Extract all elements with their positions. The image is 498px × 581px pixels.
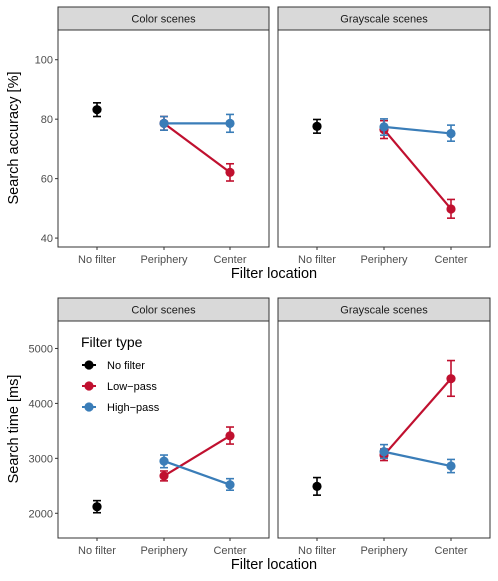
data-point bbox=[379, 447, 389, 457]
panel-border bbox=[277, 320, 491, 539]
legend-title: Filter type bbox=[81, 334, 143, 350]
data-point bbox=[312, 121, 322, 131]
x-tick-label: Periphery bbox=[360, 254, 408, 266]
legend-label: Low−pass bbox=[107, 381, 157, 393]
series-line bbox=[163, 122, 231, 174]
x-tick-label: No filter bbox=[298, 254, 336, 266]
x-tick-label: Center bbox=[213, 545, 246, 557]
series-line bbox=[383, 377, 452, 456]
legend-key-point bbox=[84, 360, 94, 370]
data-point bbox=[159, 118, 169, 128]
series-line bbox=[383, 128, 452, 210]
x-tick-label: Periphery bbox=[140, 254, 188, 266]
y-tick-label: 80 bbox=[41, 114, 53, 126]
legend-key-point bbox=[84, 381, 94, 391]
data-point bbox=[92, 105, 102, 115]
data-point bbox=[225, 167, 235, 177]
panel-1-0: Color scenes 2000 3000 4000 5000 No filter Per… bbox=[29, 297, 270, 557]
x-axis-title: Filter location bbox=[231, 266, 317, 282]
x-tick-label: No filter bbox=[78, 254, 116, 266]
y-tick-label: 100 bbox=[35, 55, 53, 67]
y-tick-label: 4000 bbox=[29, 398, 53, 410]
series-line bbox=[163, 460, 231, 486]
facet-label: Grayscale scenes bbox=[340, 305, 428, 317]
y-tick-label: 60 bbox=[41, 174, 53, 186]
data-point bbox=[92, 502, 102, 512]
legend-key-point bbox=[84, 402, 94, 412]
x-tick-label: Center bbox=[213, 254, 246, 266]
y-tick-label: 3000 bbox=[29, 453, 53, 465]
legend-label: No filter bbox=[107, 360, 145, 372]
panel-border bbox=[57, 320, 270, 539]
y-tick-label: 40 bbox=[41, 233, 53, 245]
data-point bbox=[225, 480, 235, 490]
y-tick-label: 5000 bbox=[29, 343, 53, 355]
x-axis-title: Filter location bbox=[231, 557, 317, 573]
data-point bbox=[225, 431, 235, 441]
facet-label: Color scenes bbox=[131, 14, 196, 26]
data-point bbox=[446, 461, 456, 471]
data-point bbox=[446, 374, 456, 384]
x-tick-label: Center bbox=[434, 254, 467, 266]
data-point bbox=[446, 128, 456, 139]
series-line bbox=[163, 434, 231, 477]
facet-label: Grayscale scenes bbox=[340, 14, 428, 26]
data-point bbox=[379, 122, 389, 132]
y-tick-label: 2000 bbox=[29, 508, 53, 520]
facet-label: Color scenes bbox=[131, 305, 196, 317]
panel-0-0: Color scenes 40 60 80 100 No filter Periphery C… bbox=[35, 6, 270, 266]
panel-1-1: Grayscale scenes No filter Periphery Center bbox=[277, 297, 491, 557]
y-axis-title: Search time [ms] bbox=[6, 375, 22, 484]
x-tick-label: Periphery bbox=[360, 545, 408, 557]
legend: Filter type No filter Low−pass High−pass bbox=[81, 334, 160, 414]
y-axis-title: Search accuracy [%] bbox=[6, 72, 22, 205]
data-point bbox=[312, 481, 322, 491]
panel-0-1: Grayscale scenes No filter Periphery Center bbox=[277, 6, 491, 266]
x-tick-label: Center bbox=[434, 545, 467, 557]
x-tick-label: No filter bbox=[78, 545, 116, 557]
x-tick-label: No filter bbox=[298, 545, 336, 557]
series-line bbox=[383, 125, 452, 135]
panel-border bbox=[57, 29, 270, 248]
data-point bbox=[159, 471, 169, 481]
x-tick-label: Periphery bbox=[140, 545, 188, 557]
legend-label: High−pass bbox=[107, 402, 160, 414]
series-line bbox=[383, 450, 452, 468]
data-point bbox=[225, 118, 235, 128]
data-point bbox=[159, 456, 169, 466]
data-point bbox=[446, 204, 456, 214]
